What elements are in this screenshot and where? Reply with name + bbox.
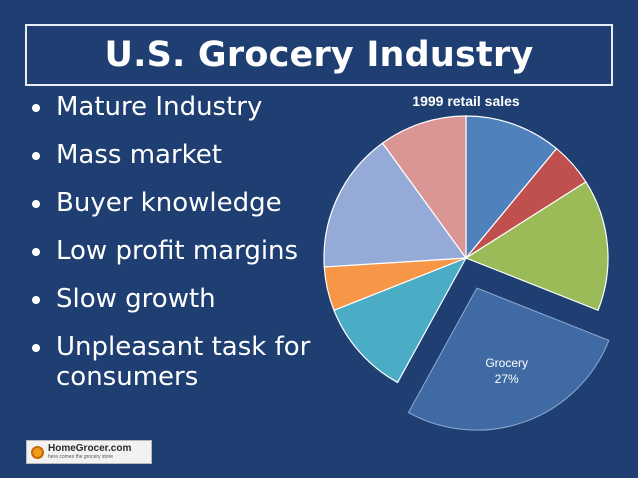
homegrocer-logo: HomeGrocer.com here comes the grocery st…	[26, 440, 152, 464]
pie-slice-grocery	[407, 287, 610, 431]
pie-slice-0	[465, 115, 558, 260]
bullet-item: Unpleasant task for consumers	[30, 332, 330, 392]
slice-label: Grocery	[485, 356, 528, 370]
bullet-item: Mature Industry	[30, 92, 330, 122]
bullet-item: Low profit margins	[30, 236, 330, 266]
bullet-item: Mass market	[30, 140, 330, 170]
logo-name: HomeGrocer.com	[48, 443, 132, 454]
slide-title: U.S. Grocery Industry	[104, 35, 534, 75]
pie-slice-7	[381, 115, 467, 260]
bullet-list: Mature Industry Mass market Buyer knowle…	[30, 92, 330, 410]
orange-logo-icon	[31, 445, 44, 459]
bullet-item: Buyer knowledge	[30, 188, 330, 218]
pie-slice-6	[323, 142, 468, 268]
pie-slice-4	[333, 256, 468, 384]
logo-tagline: here comes the grocery store	[48, 454, 114, 460]
title-box: U.S. Grocery Industry	[25, 24, 613, 86]
slice-value-label: 27%	[495, 372, 519, 386]
pie-slice-2	[464, 181, 609, 312]
bullet-item: Slow growth	[30, 284, 330, 314]
chart-title: 1999 retail sales	[412, 93, 520, 109]
